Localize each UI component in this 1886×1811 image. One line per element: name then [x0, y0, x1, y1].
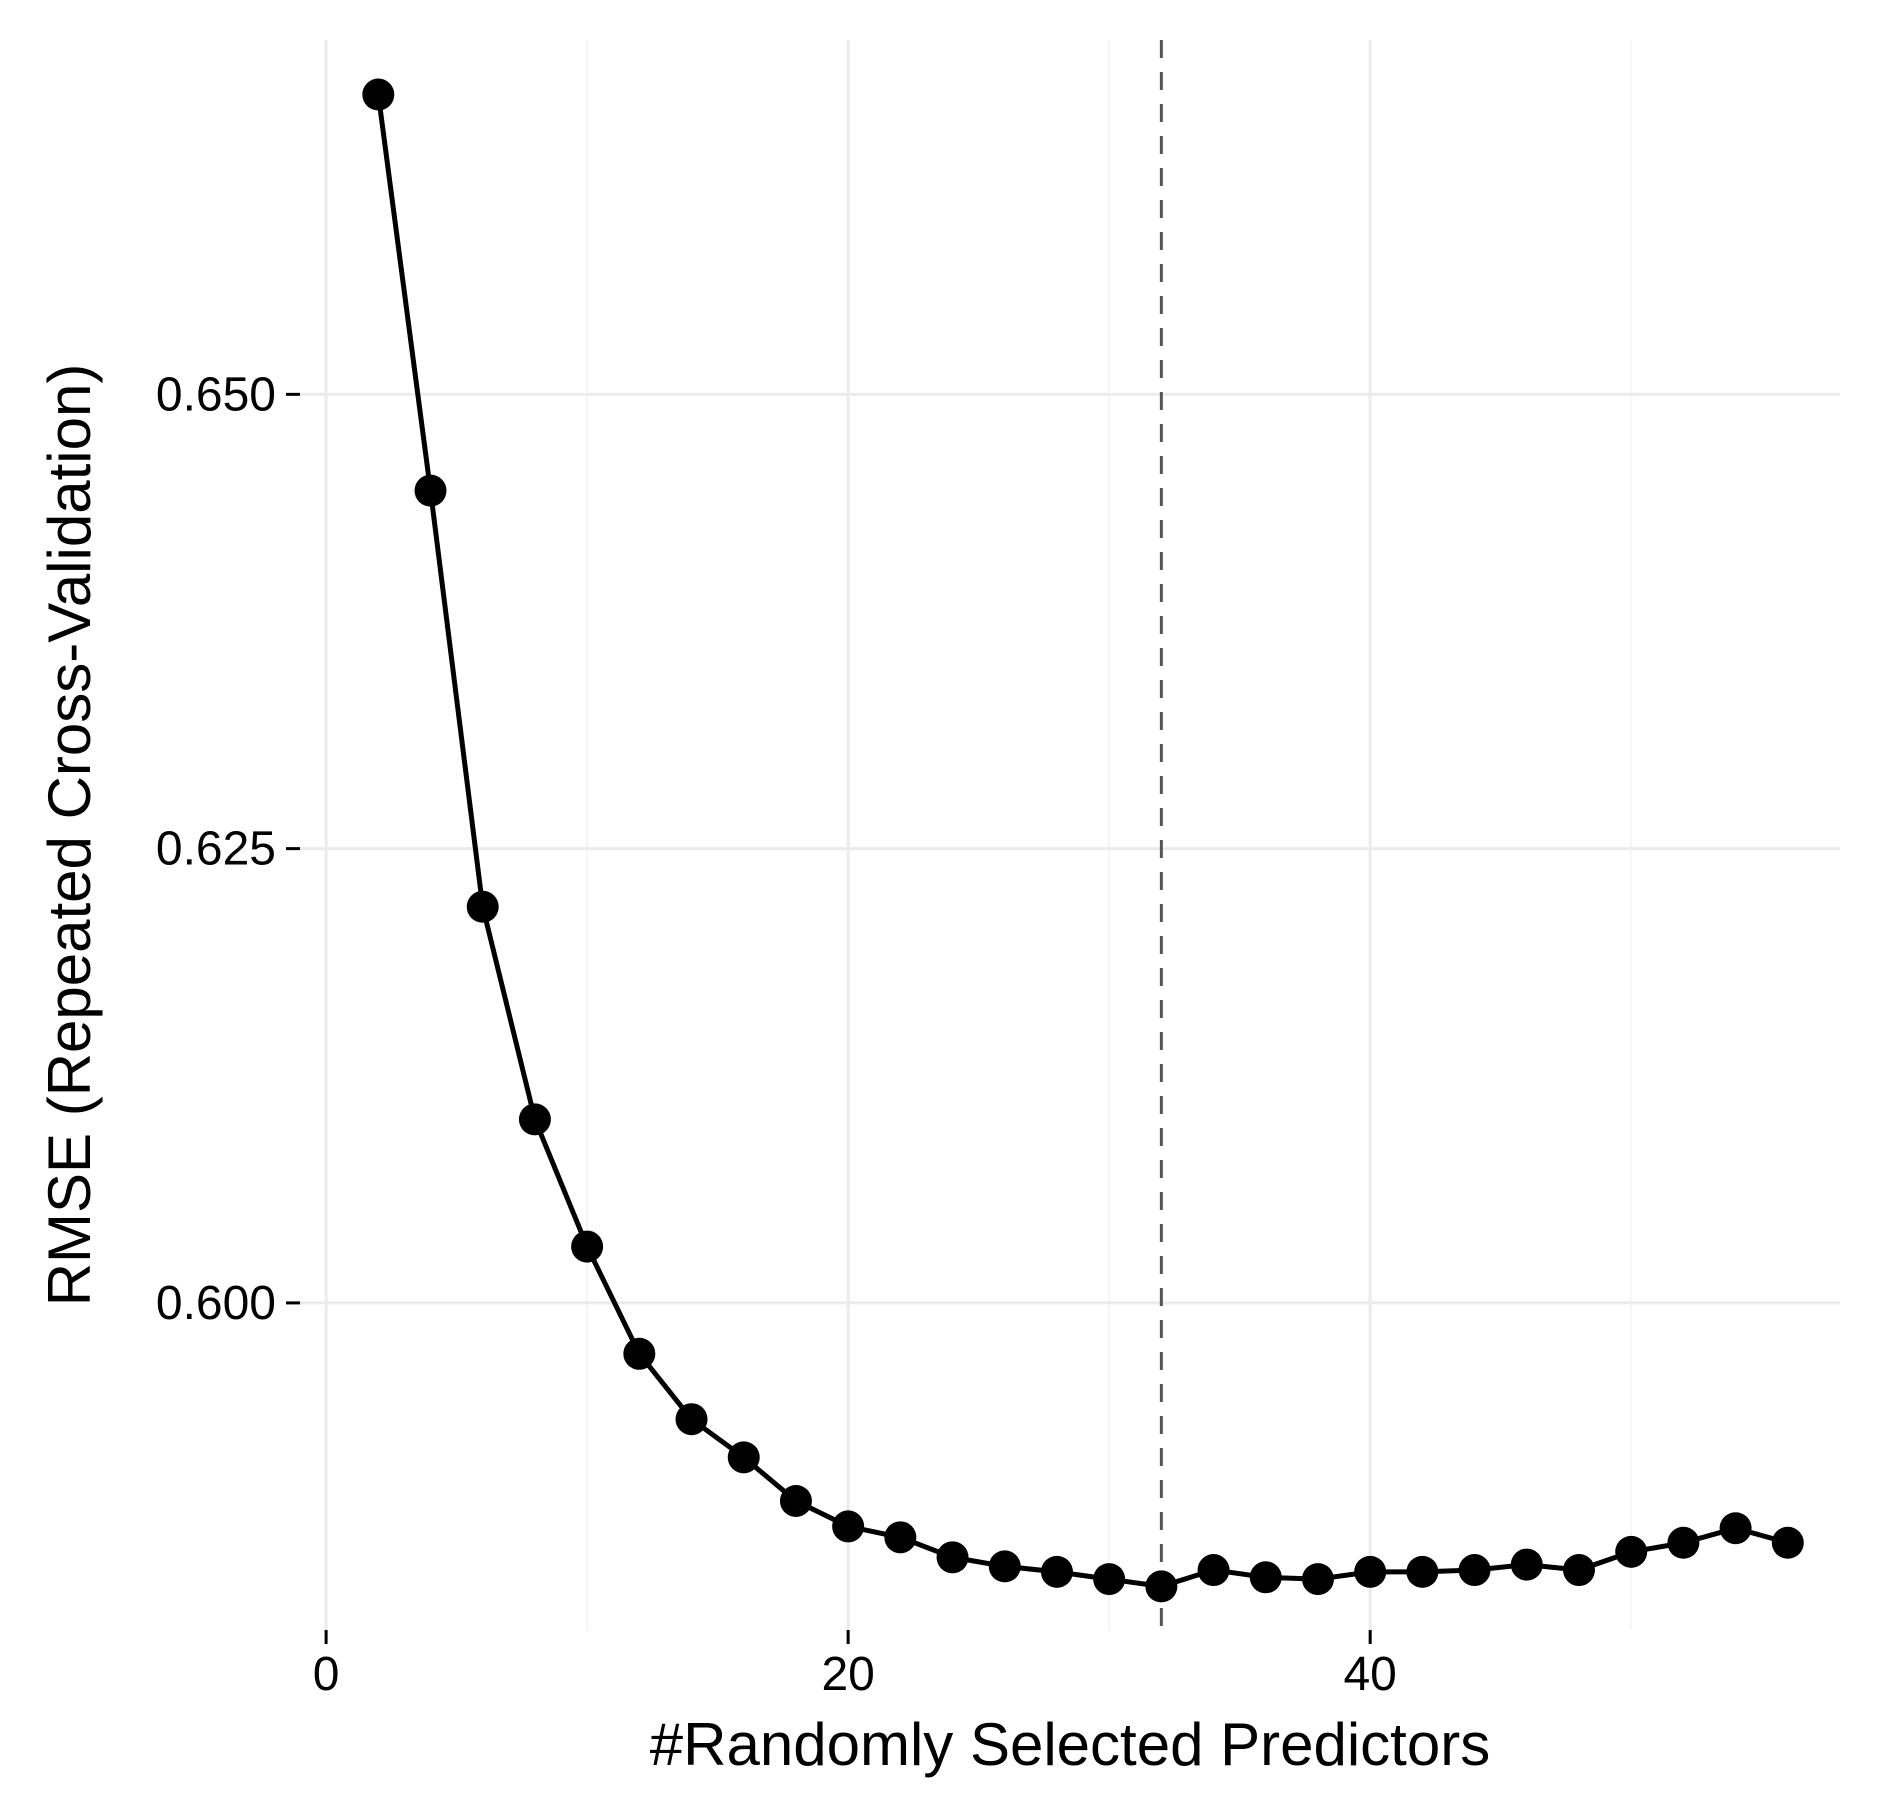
data-point	[1406, 1556, 1438, 1588]
y-tick-label: 0.600	[156, 1277, 276, 1330]
data-point	[1250, 1561, 1282, 1593]
x-tick-label: 40	[1343, 1648, 1396, 1701]
x-axis-title: #Randomly Selected Predictors	[650, 1711, 1490, 1778]
y-tick-label: 0.625	[156, 823, 276, 876]
data-point	[1198, 1554, 1230, 1586]
data-point	[728, 1441, 760, 1473]
data-point	[571, 1231, 603, 1263]
data-point	[1667, 1527, 1699, 1559]
data-point	[467, 891, 499, 923]
plot-panel	[300, 40, 1840, 1630]
chart-container: 0 20 40 0.600 0.625 0.650 #Randomly Selected P…	[0, 0, 1886, 1811]
data-point	[1772, 1527, 1804, 1559]
data-point	[937, 1541, 969, 1573]
data-point	[1145, 1570, 1177, 1602]
data-point	[1302, 1563, 1334, 1595]
data-point	[1041, 1556, 1073, 1588]
y-tick-label: 0.650	[156, 368, 276, 421]
data-point	[415, 475, 447, 507]
y-axis-title: RMSE (Repeated Cross-Validation)	[36, 364, 103, 1307]
data-point	[1093, 1563, 1125, 1595]
data-point	[519, 1103, 551, 1135]
data-point	[362, 79, 394, 111]
data-point	[989, 1550, 1021, 1582]
data-point	[623, 1338, 655, 1370]
data-point	[780, 1485, 812, 1517]
data-point	[676, 1403, 708, 1435]
data-point	[1720, 1512, 1752, 1544]
data-point	[1615, 1536, 1647, 1568]
data-point	[832, 1510, 864, 1542]
data-point	[884, 1521, 916, 1553]
data-point	[1563, 1554, 1595, 1586]
data-point	[1354, 1556, 1386, 1588]
x-tick-label: 20	[821, 1648, 874, 1701]
x-tick-label: 0	[313, 1648, 340, 1701]
data-point	[1459, 1554, 1491, 1586]
rmse-line-chart: 0 20 40 0.600 0.625 0.650 #Randomly Selected P…	[0, 0, 1886, 1811]
data-point	[1511, 1549, 1543, 1581]
